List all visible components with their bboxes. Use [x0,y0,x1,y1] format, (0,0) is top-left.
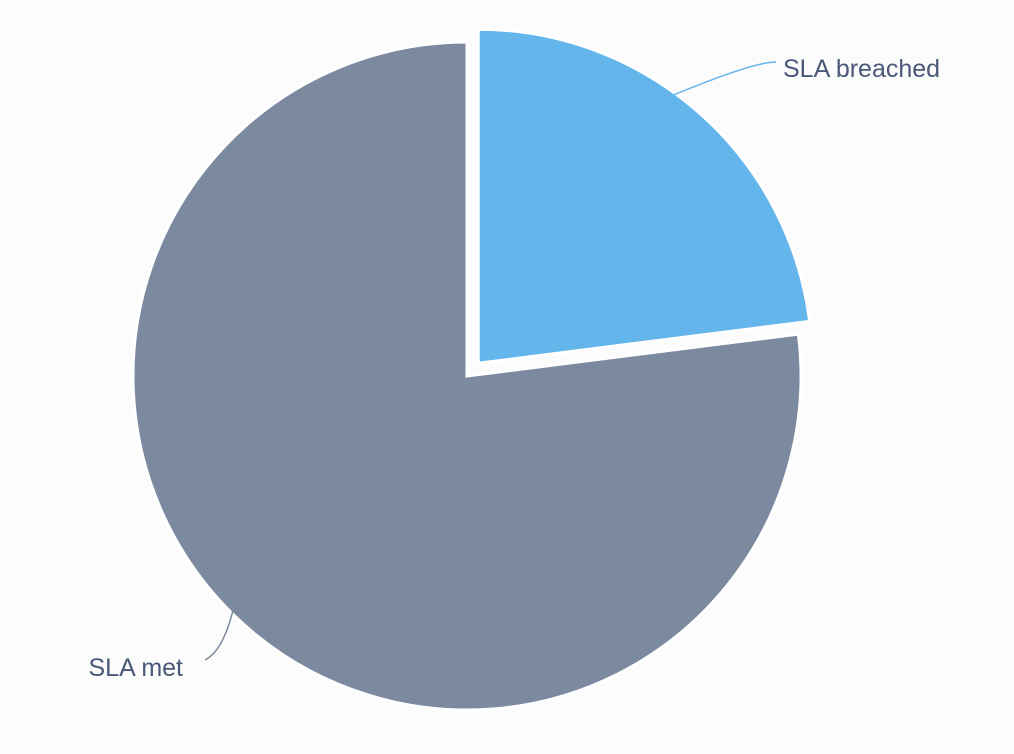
slice-labels: SLA breached SLA met [89,55,941,682]
pie-slice-sla-met[interactable] [131,40,803,712]
leader-line-sla-breached [662,61,777,101]
leader-line-sla-met [204,599,237,661]
pie-slice-sla-breached[interactable] [476,27,812,365]
leader-lines [204,61,777,661]
slice-label-sla-breached: SLA breached [783,55,940,83]
slice-label-sla-met: SLA met [89,654,184,682]
pie-slices [131,27,812,712]
